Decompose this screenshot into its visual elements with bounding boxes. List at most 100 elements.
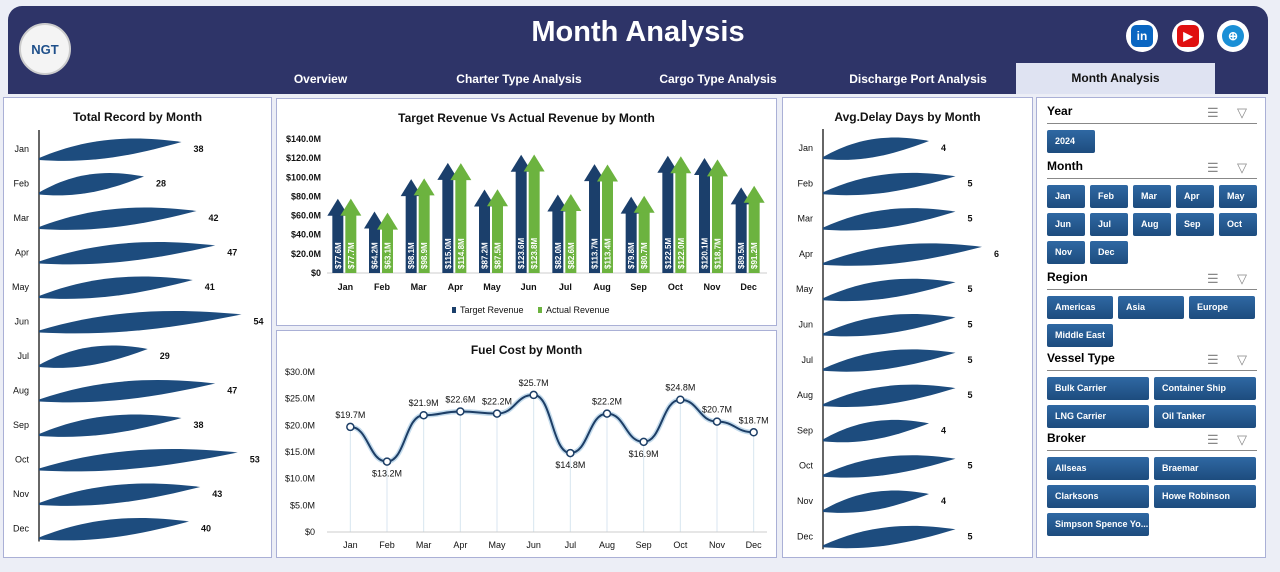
bar-target xyxy=(552,210,564,273)
slicer-panel: Year ☰ ▽ 2024 Month ☰ ▽ Jan Feb Mar Apr May Jun Jul Au… xyxy=(1036,97,1266,558)
x-tick-label: Jul xyxy=(565,540,577,550)
slicer-item[interactable]: Asia xyxy=(1118,296,1184,319)
x-tick-label: Mar xyxy=(411,282,428,292)
slicer-item[interactable]: Jun xyxy=(1047,213,1085,236)
fuel-panel: Fuel Cost by Month $0 $5.0M $10.0M $15.0M $2… xyxy=(276,330,777,558)
bar-target xyxy=(589,180,600,273)
multi-select-icon[interactable]: ☰ xyxy=(1207,105,1219,120)
revenue-chart: $0 $20.0M $40.0M $60.0M $80.0M $100.0M $120.0M… xyxy=(286,134,767,315)
x-tick-label: Nov xyxy=(703,282,720,292)
bar-actual xyxy=(712,175,723,273)
data-label: $91.2M xyxy=(750,242,759,269)
tab-cargo-type-analysis[interactable]: Cargo Type Analysis xyxy=(659,72,777,86)
tab-month-analysis[interactable]: Month Analysis xyxy=(1016,63,1215,94)
data-label: $82.6M xyxy=(567,242,576,269)
data-label: $77.6M xyxy=(334,242,343,269)
x-tick-label: Oct xyxy=(668,282,683,292)
clear-filter-icon[interactable]: ▽ xyxy=(1237,160,1247,175)
slicer-item[interactable]: Europe xyxy=(1189,296,1255,319)
data-point xyxy=(602,409,612,418)
bar-arrowhead xyxy=(523,154,545,172)
data-label: 6 xyxy=(994,249,999,259)
chart-title: Total Record by Month xyxy=(72,110,203,124)
category-label: Dec xyxy=(13,524,30,534)
tab-charter-type-analysis[interactable]: Charter Type Analysis xyxy=(456,72,582,86)
data-point xyxy=(749,428,758,437)
x-tick-label: May xyxy=(488,540,506,550)
category-label: Dec xyxy=(797,531,814,541)
data-label: $113.7M xyxy=(591,238,600,269)
bar-wave xyxy=(823,314,956,337)
clear-filter-icon[interactable]: ▽ xyxy=(1237,352,1247,367)
multi-select-icon[interactable]: ☰ xyxy=(1207,432,1219,447)
slicer-item[interactable]: Oct xyxy=(1219,213,1257,236)
globe-icon[interactable]: ⊕ xyxy=(1217,20,1249,52)
slicer-item[interactable]: Jul xyxy=(1090,213,1128,236)
bar-wave xyxy=(823,455,956,478)
slicer-item[interactable]: Clarksons xyxy=(1047,485,1149,508)
slicer-item[interactable]: Bulk Carrier xyxy=(1047,377,1149,400)
slicer-item[interactable]: Sep xyxy=(1176,213,1214,236)
multi-select-icon[interactable]: ☰ xyxy=(1207,271,1219,286)
slicer-item[interactable]: Mar xyxy=(1133,185,1171,208)
bar-arrowhead xyxy=(413,178,435,196)
tab-overview[interactable]: Overview xyxy=(293,72,348,86)
slicer-item[interactable]: Container Ship xyxy=(1154,377,1256,400)
slicer-item[interactable]: Aug xyxy=(1133,213,1171,236)
data-label: 5 xyxy=(968,214,973,224)
data-label: 42 xyxy=(209,213,219,223)
bar-wave xyxy=(823,172,956,196)
category-label: May xyxy=(12,282,30,292)
x-tick-label: Mar xyxy=(416,540,432,550)
data-point xyxy=(712,417,722,426)
data-label: $80.7M xyxy=(640,242,649,269)
bar-wave xyxy=(39,138,182,161)
multi-select-icon[interactable]: ☰ xyxy=(1207,160,1219,175)
data-label: $122.0M xyxy=(677,238,686,269)
data-label: 29 xyxy=(160,351,170,361)
slicer-item[interactable]: Dec xyxy=(1090,241,1128,264)
category-label: Feb xyxy=(797,178,813,188)
bar-arrowhead xyxy=(633,195,655,213)
slicer-item[interactable]: May xyxy=(1219,185,1257,208)
data-label: $21.9M xyxy=(409,398,439,408)
data-point xyxy=(529,390,538,400)
clear-filter-icon[interactable]: ▽ xyxy=(1237,105,1247,120)
bar-arrowhead xyxy=(560,193,582,211)
slicer-item[interactable]: LNG Carrier xyxy=(1047,405,1149,428)
slicer-item[interactable]: Braemar xyxy=(1154,457,1256,480)
slicer-item[interactable]: 2024 xyxy=(1047,130,1095,153)
slicer-item[interactable]: Simpson Spence Yo... xyxy=(1047,513,1149,536)
slicer-item[interactable]: Apr xyxy=(1176,185,1214,208)
clear-filter-icon[interactable]: ▽ xyxy=(1237,271,1247,286)
bar-target xyxy=(332,214,344,273)
y-tick-label: $15.0M xyxy=(285,447,315,457)
category-label: Oct xyxy=(15,455,30,465)
slicer-item[interactable]: Feb xyxy=(1090,185,1128,208)
bar-target xyxy=(699,174,710,273)
multi-select-icon[interactable]: ☰ xyxy=(1207,352,1219,367)
y-tick-label: $20.0M xyxy=(285,420,315,430)
bar-wave xyxy=(39,414,182,437)
tab-discharge-port-analysis[interactable]: Discharge Port Analysis xyxy=(849,72,987,86)
slicer-item[interactable]: Nov xyxy=(1047,241,1085,264)
y-tick-label: $25.0M xyxy=(285,394,315,404)
clear-filter-icon[interactable]: ▽ xyxy=(1237,432,1247,447)
category-label: Feb xyxy=(13,179,29,189)
data-label: 5 xyxy=(968,178,973,188)
y-tick-label: $30.0M xyxy=(285,367,315,377)
slicer-item[interactable]: Howe Robinson xyxy=(1154,485,1256,508)
data-label: 38 xyxy=(194,144,204,154)
slicer-item[interactable]: Allseas xyxy=(1047,457,1149,480)
linkedin-icon[interactable]: in xyxy=(1126,20,1158,52)
legend-label: Target Revenue xyxy=(460,305,524,315)
data-label: $18.7M xyxy=(739,415,769,425)
slicer-item[interactable]: Americas xyxy=(1047,296,1113,319)
data-point xyxy=(382,457,392,466)
slicer-item[interactable]: Middle East xyxy=(1047,324,1113,347)
slicer-item[interactable]: Oil Tanker xyxy=(1154,405,1256,428)
bar-arrowhead xyxy=(657,155,679,173)
youtube-icon[interactable]: ▶ xyxy=(1172,20,1204,52)
slicer-item[interactable]: Jan xyxy=(1047,185,1085,208)
bar-target xyxy=(662,171,674,273)
